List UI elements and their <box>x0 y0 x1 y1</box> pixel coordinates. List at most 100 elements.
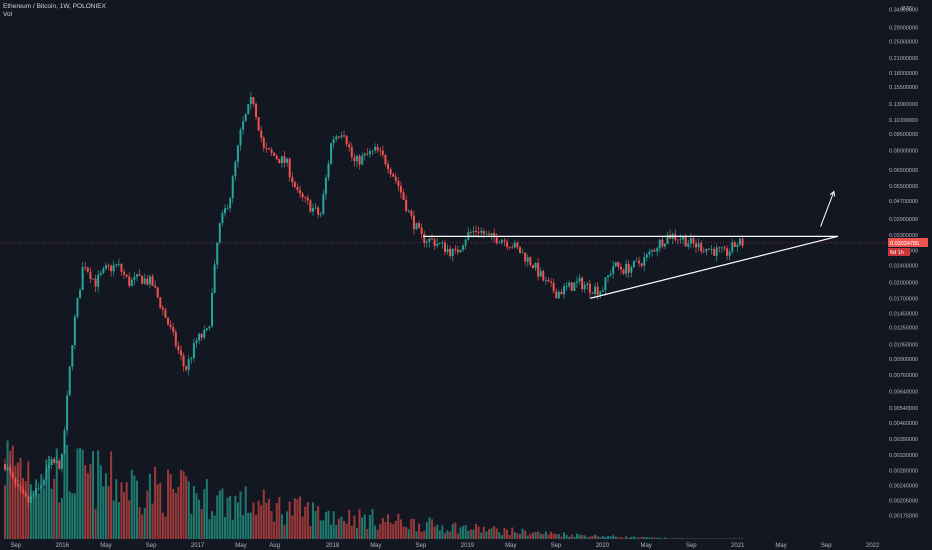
candle-body <box>255 103 258 118</box>
y-tick-label: 0.00205000 <box>889 498 918 504</box>
candle-body <box>37 487 40 489</box>
volume-bar <box>697 538 700 539</box>
time-axis[interactable]: Sep 2016 May Sep 2017 May Aug 2018 May Sep 2019 May… <box>10 543 880 549</box>
candle-body <box>529 257 532 265</box>
candle-body <box>273 152 276 156</box>
volume-bar <box>449 531 452 539</box>
trend-drawings[interactable] <box>423 190 839 299</box>
candle-body <box>262 138 265 149</box>
candle-body <box>418 223 421 228</box>
candle-body <box>705 248 708 252</box>
candle-body <box>208 326 211 329</box>
candle-body <box>513 242 516 248</box>
volume-bar <box>431 519 434 539</box>
candle-body <box>213 264 216 293</box>
candle-body <box>60 454 63 469</box>
volume-bar <box>63 443 66 539</box>
volume-bar <box>22 477 25 539</box>
x-tick-label: May <box>235 543 246 549</box>
volume-bar <box>490 528 493 539</box>
volume-bar <box>358 508 361 539</box>
volume-bar <box>234 495 237 539</box>
x-tick-label: 2022 <box>866 543 880 549</box>
volume-bar <box>156 484 159 539</box>
candle-body <box>76 298 79 317</box>
candle-body <box>544 280 547 281</box>
volume-bar <box>519 533 522 539</box>
volume-bar <box>24 481 27 539</box>
candle-body <box>120 263 123 272</box>
volume-bar <box>58 502 61 539</box>
candle-body <box>288 158 291 178</box>
volume-bar <box>420 531 423 539</box>
candle-body <box>47 464 50 468</box>
volume-bar <box>557 534 560 539</box>
candle-body <box>32 495 35 497</box>
candle-body <box>358 155 361 165</box>
volume-bar <box>707 538 710 539</box>
volume-bar <box>731 538 734 539</box>
candle-body <box>653 250 656 252</box>
candle-body <box>221 213 224 224</box>
candle-body <box>174 331 177 346</box>
volume-bar <box>270 511 273 539</box>
price-axis[interactable]: 0.34900000 0.29000000 0.25000000 0.21000000… <box>889 8 918 520</box>
volume-bar <box>76 448 79 539</box>
candle-body <box>306 197 309 201</box>
candle-body <box>330 143 333 164</box>
volume-bar <box>648 537 651 539</box>
volume-bar <box>167 469 170 539</box>
candle-body <box>485 233 488 235</box>
candle-body <box>146 278 149 285</box>
candle-body <box>405 199 408 212</box>
candle-body <box>433 239 436 246</box>
volume-bar <box>472 529 475 539</box>
y-tick-label: 0.03900000 <box>889 217 918 223</box>
candle-body <box>410 210 413 216</box>
y-tick-label: 0.15500000 <box>889 85 918 91</box>
volume-bar <box>506 529 509 539</box>
volume-bar <box>653 537 656 539</box>
candle-body <box>340 135 343 137</box>
volume-bar <box>185 476 188 539</box>
volume-bar <box>177 486 180 539</box>
candle-body <box>586 283 589 286</box>
volume-bar <box>728 538 731 539</box>
volume-bar <box>700 538 703 539</box>
volume-bar <box>343 520 346 539</box>
volume-bar <box>301 516 304 539</box>
volume-bar <box>371 509 374 539</box>
candle-body <box>350 147 353 158</box>
time-axis-background[interactable] <box>0 539 886 550</box>
volume-bar <box>720 538 723 539</box>
volume-bar <box>293 498 296 539</box>
price-axis-background[interactable] <box>886 0 932 550</box>
candle-body <box>348 144 351 148</box>
volume-bar <box>86 473 89 539</box>
volume-bar <box>198 499 201 539</box>
candle-body <box>270 149 273 153</box>
candle-body <box>86 267 89 272</box>
volume-bar <box>599 537 602 539</box>
candle-body <box>265 148 268 149</box>
candle-body <box>715 247 718 256</box>
candle-body <box>542 271 545 281</box>
volume-bar <box>239 491 242 539</box>
volume-bar <box>278 497 281 539</box>
candle-body <box>29 496 32 503</box>
volume-bar <box>726 538 729 539</box>
volume-bar <box>99 465 102 539</box>
volume-bar <box>713 538 716 539</box>
candle-body <box>601 290 604 292</box>
candle-body <box>55 460 58 463</box>
volume-bar <box>231 519 234 539</box>
volume-bar <box>679 538 682 539</box>
volume-legend[interactable]: Vol <box>3 11 13 18</box>
candle-body <box>379 150 382 152</box>
candle-body <box>462 245 465 250</box>
symbol-legend[interactable]: Ethereum / Bitcoin, 1W, POLONIEX <box>3 3 106 10</box>
volume-bar <box>355 528 358 539</box>
y-tick-label: 0.01250000 <box>889 326 918 332</box>
candle-body <box>700 243 703 252</box>
